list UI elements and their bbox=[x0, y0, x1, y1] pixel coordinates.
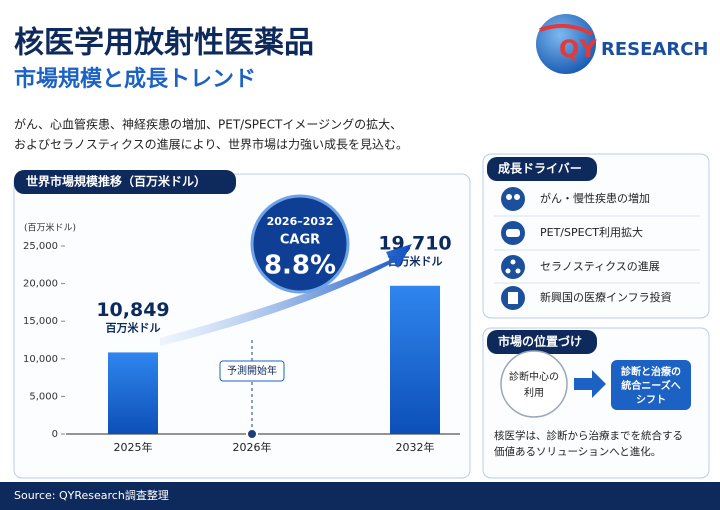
growth-arrow bbox=[160, 244, 412, 346]
subtitle: 市場規模と成長トレンド bbox=[14, 66, 256, 92]
driver-icons bbox=[501, 187, 525, 310]
y-tick-label: 20,000 bbox=[23, 279, 58, 290]
icon-shape bbox=[505, 268, 511, 274]
logo-qy: QY bbox=[559, 35, 597, 63]
to-text: 統合ニーズへ bbox=[621, 379, 681, 392]
chart-title-pill bbox=[14, 170, 236, 194]
icon-shape bbox=[515, 268, 521, 274]
to-text: 診断と治療の bbox=[621, 365, 681, 378]
to-text: シフト bbox=[636, 394, 666, 406]
x-tick-label: 2032年 bbox=[396, 440, 435, 454]
from-circle bbox=[500, 350, 568, 418]
footer-source: Source: QYResearch調査整理 bbox=[14, 488, 169, 502]
value-label: 10,849 bbox=[96, 299, 169, 321]
value-unit: 百万米ドル bbox=[106, 320, 161, 334]
annotation: 予測開始年 bbox=[227, 364, 277, 377]
driver-item: 新興国の医療インフラ投資 bbox=[540, 290, 672, 304]
driver-icon bbox=[501, 255, 525, 279]
x-tick-label: 2026年 bbox=[233, 440, 272, 454]
from-text: 利用 bbox=[524, 387, 544, 399]
chart-title: 世界市場規模推移（百万米ドル） bbox=[26, 174, 206, 189]
footer-bar bbox=[0, 482, 720, 510]
logo-swoosh bbox=[539, 23, 593, 36]
positioning-title-pill bbox=[487, 330, 597, 354]
icon-shape bbox=[508, 292, 518, 304]
cagr-value: 8.8% bbox=[264, 251, 336, 281]
description-line: がん、心血管疾患、神経疾患の増加、PET/SPECTイメージングの拡大、 bbox=[14, 117, 402, 132]
drivers-title-pill bbox=[487, 157, 597, 181]
x-tick-label: 2025年 bbox=[114, 440, 153, 454]
cagr-label: CAGR bbox=[280, 233, 320, 248]
y-tick-label: 10,000 bbox=[23, 354, 58, 365]
icon-shape bbox=[506, 229, 520, 237]
shift-arrow bbox=[574, 370, 606, 398]
chart: 0 5,000 10,000 15,000 20,000 25,000 予測開始年 2025年… bbox=[23, 194, 460, 454]
icon-shape bbox=[510, 259, 516, 265]
positioning-text: 核医学は、診断から治療までを統合する bbox=[494, 429, 683, 442]
drivers-title: 成長ドライバー bbox=[498, 161, 582, 176]
description-line: およびセラノスティクスの進展により、世界市場は力強い成長を見込む。 bbox=[14, 137, 408, 152]
bar bbox=[390, 285, 440, 434]
driver-item: セラノスティクスの進展 bbox=[540, 260, 660, 273]
y-tick-label: 25,000 bbox=[23, 241, 58, 252]
drivers-panel bbox=[482, 153, 710, 319]
y-axis-label: (百万米ドル) bbox=[24, 222, 76, 234]
icon-shape bbox=[514, 194, 520, 200]
icon-shape bbox=[506, 194, 512, 200]
y-tick-label: 5,000 bbox=[29, 391, 58, 402]
annotation-box bbox=[219, 360, 285, 382]
cagr-badge bbox=[250, 194, 350, 294]
logo-research: RESEARCH bbox=[601, 39, 708, 60]
positioning-text: 価値あるソリューションへと進化。 bbox=[494, 445, 661, 458]
to-box bbox=[611, 360, 691, 410]
from-text: 診断中心の bbox=[509, 370, 559, 383]
y-tick-label: 15,000 bbox=[23, 316, 58, 327]
y-tick-label: 0 bbox=[52, 429, 58, 440]
logo: QY RESEARCH bbox=[536, 14, 708, 74]
bar bbox=[108, 352, 158, 434]
forecast-dot bbox=[246, 428, 258, 440]
driver-item: PET/SPECT利用拡大 bbox=[540, 225, 643, 239]
cagr-period: 2026–2032 bbox=[267, 215, 334, 228]
title: 核医学用放射性医薬品 bbox=[14, 26, 314, 61]
positioning-title: 市場の位置づけ bbox=[498, 334, 582, 349]
driver-item: がん・慢性疾患の増加 bbox=[540, 191, 650, 205]
driver-icon bbox=[501, 187, 525, 211]
